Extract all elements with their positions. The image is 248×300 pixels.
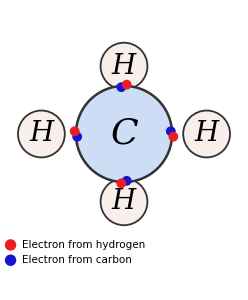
Circle shape [5, 240, 16, 250]
Text: H: H [194, 121, 219, 148]
Circle shape [76, 86, 172, 182]
Circle shape [167, 127, 175, 135]
Circle shape [101, 178, 147, 225]
Circle shape [70, 127, 79, 135]
Text: H: H [29, 121, 54, 148]
Circle shape [18, 110, 65, 158]
Text: H: H [112, 188, 136, 215]
Circle shape [183, 110, 230, 158]
Text: Electron from hydrogen: Electron from hydrogen [22, 240, 145, 250]
Text: Electron from carbon: Electron from carbon [22, 255, 131, 265]
Circle shape [73, 133, 81, 141]
Circle shape [117, 179, 125, 188]
Circle shape [123, 177, 131, 185]
Circle shape [169, 133, 178, 141]
Circle shape [117, 83, 125, 91]
Text: H: H [112, 53, 136, 80]
Text: C: C [110, 117, 138, 151]
Circle shape [123, 80, 131, 89]
Circle shape [101, 43, 147, 90]
Circle shape [5, 255, 16, 265]
